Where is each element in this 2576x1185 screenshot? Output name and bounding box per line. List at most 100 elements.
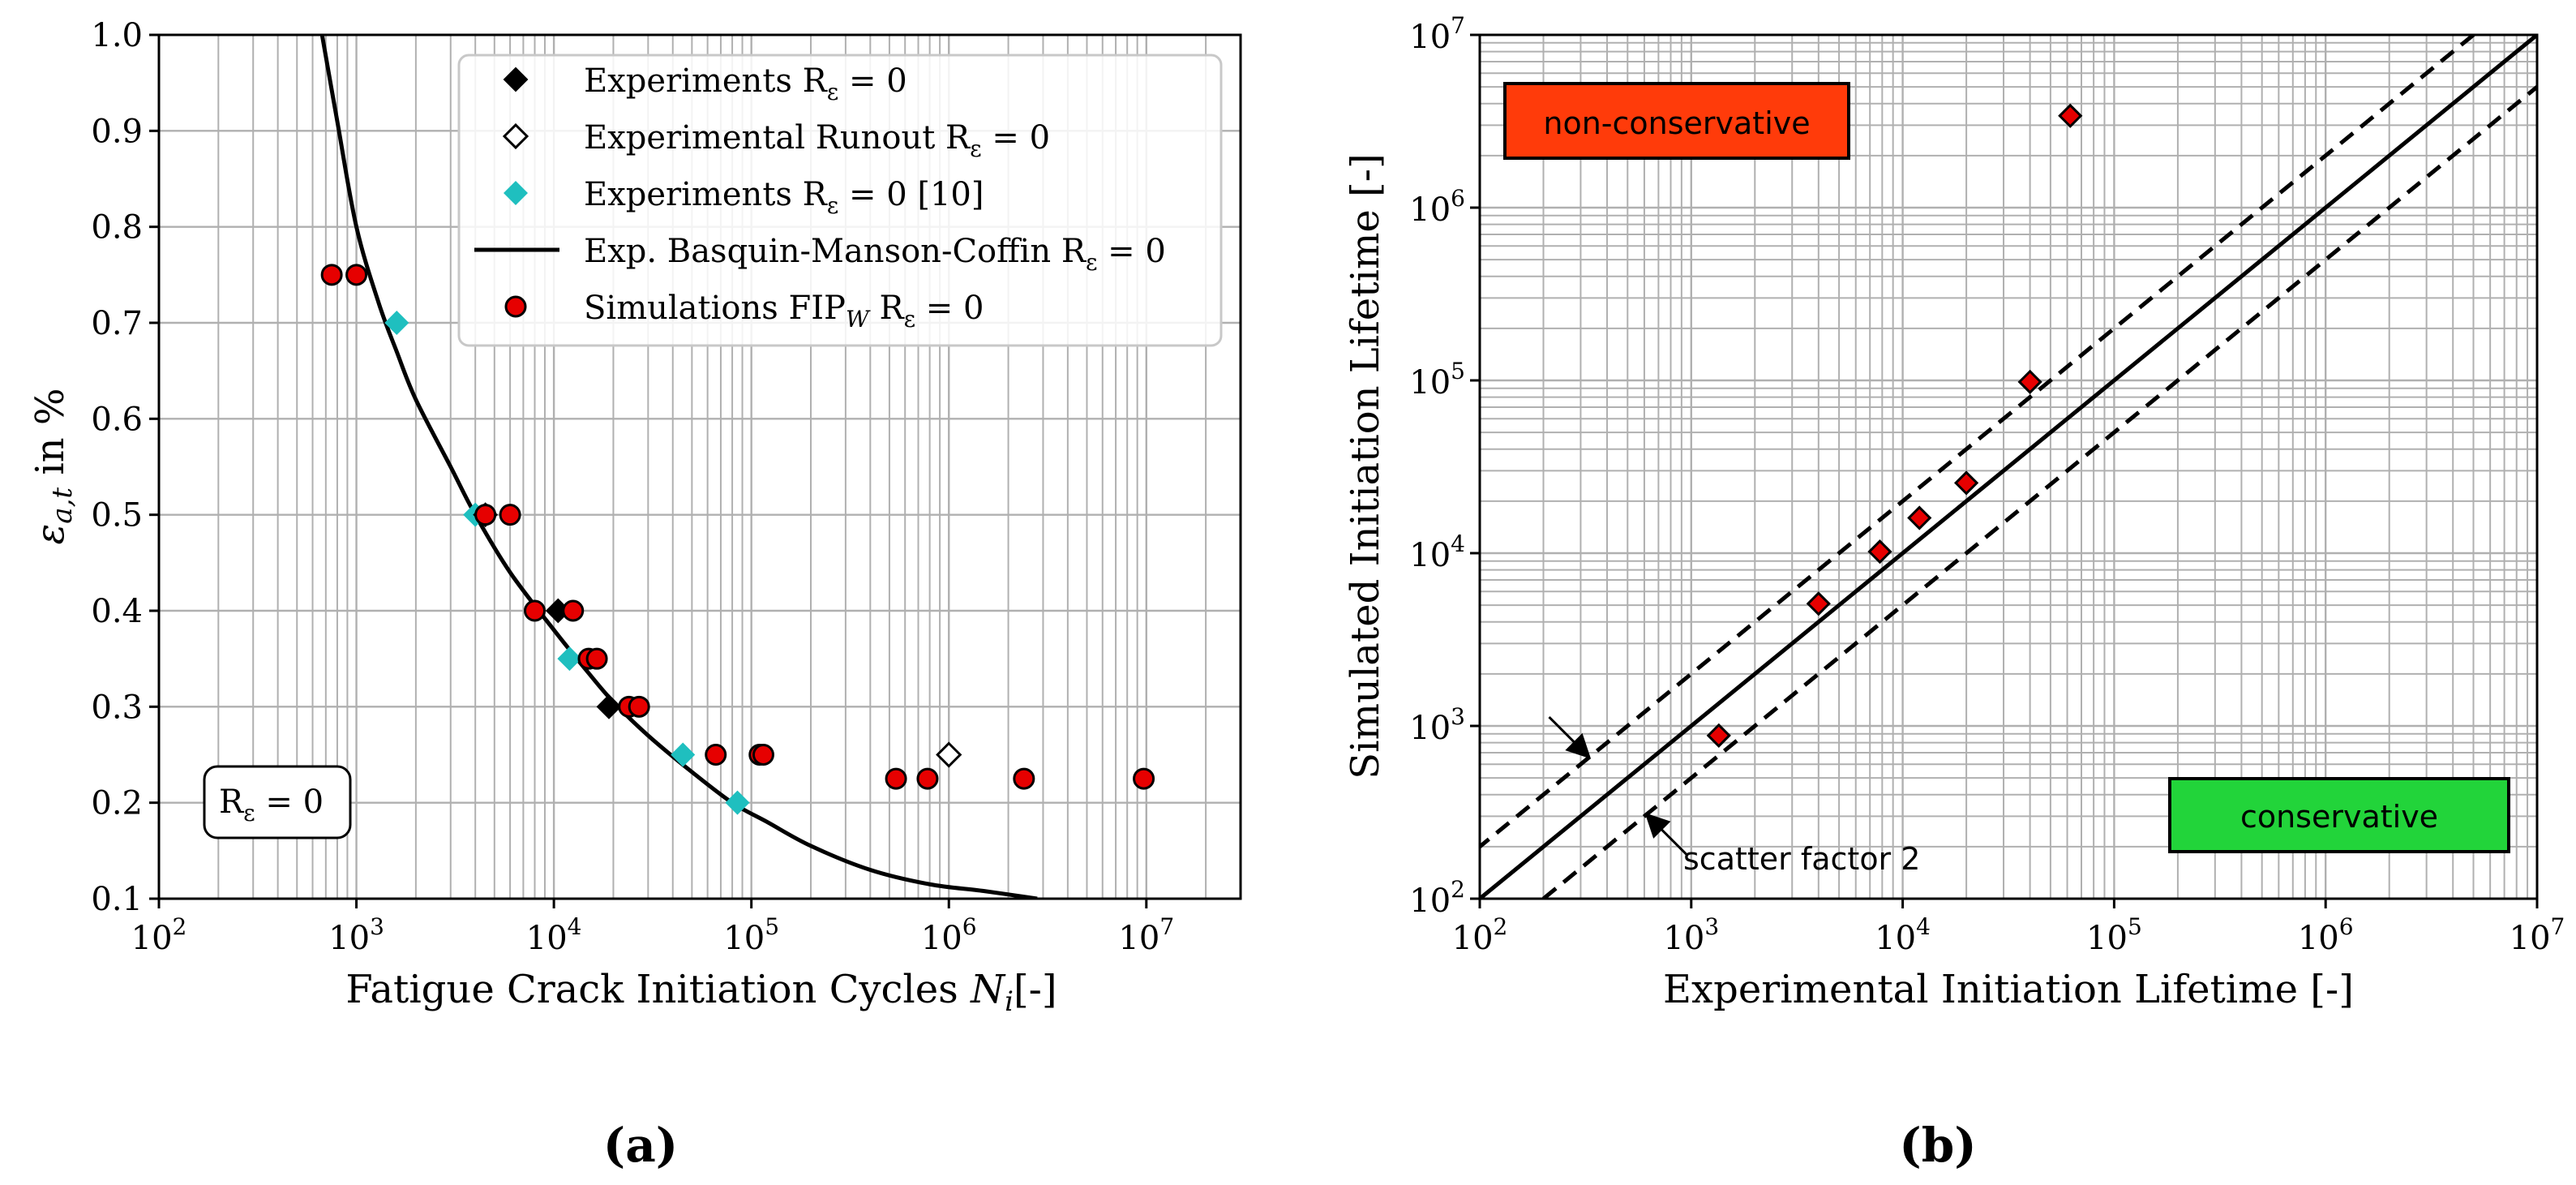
r-annotation: Rε = 0	[203, 765, 352, 839]
panel-b-reference-lines	[1480, 35, 2537, 899]
x-tick-label: 107	[2510, 913, 2565, 957]
y-tick-label: 107	[1409, 12, 1465, 56]
panel-a-ylabel: εa,t in %	[28, 389, 79, 545]
legend-label-bmc-fit: Exp. Basquin-Manson-Coffin Rε = 0	[584, 233, 1166, 276]
x-tick-label: 105	[723, 913, 779, 957]
panel-label-b: (b)	[1899, 1118, 1976, 1173]
data-point-simulation	[2058, 103, 2083, 128]
data-point-simulation	[2017, 369, 2042, 394]
scatter-factor-text: scatter factor 2	[1683, 841, 1920, 877]
y-tick-label: 0.7	[91, 305, 143, 342]
x-tick-label: 107	[1118, 913, 1174, 957]
data-point-diamond-cyan	[725, 790, 750, 815]
y-tick-label: 0.5	[91, 497, 143, 535]
data-point-simulation	[1953, 470, 1979, 496]
legend-label-experiments-lit: Experiments Rε = 0 [10]	[584, 176, 984, 219]
y-tick-label: 0.9	[91, 113, 143, 150]
panel-b-grid	[1478, 35, 2537, 900]
y-tick-label: 1.0	[91, 17, 143, 54]
panel-b-data-marks	[1706, 103, 2083, 748]
lower-scatter-line	[1541, 85, 2537, 899]
data-point-diamond-cyan	[671, 742, 696, 767]
panel-b-chart: non-conservative conservative scatter fa…	[1343, 12, 2565, 1012]
panel-a-chart: 102 103 104 105 106 107 0.1 0.2 0.3 0.4 0.5 0.6 0.7 0…	[28, 17, 1242, 1018]
scatter-factor-annotation	[1548, 715, 1688, 856]
x-tick-label: 106	[2298, 913, 2354, 957]
data-point-circle-red	[885, 767, 907, 790]
panel-label-a: (a)	[603, 1118, 678, 1173]
y-tick-label: 0.3	[91, 689, 143, 726]
y-tick-label: 103	[1409, 703, 1465, 747]
data-point-circle-red	[524, 599, 546, 622]
x-tick-label: 104	[1875, 913, 1931, 957]
y-tick-label: 0.2	[91, 785, 143, 822]
legend-items	[474, 67, 559, 318]
legend-label-experiments: Experiments Rε = 0	[584, 62, 907, 105]
legend-marker-circle-red	[504, 295, 527, 318]
x-tick-label: 104	[526, 913, 582, 957]
x-tick-label: 102	[131, 913, 187, 957]
nonconservative-box	[1503, 82, 1850, 160]
identity-line	[1480, 35, 2537, 899]
data-point-circle-red	[705, 744, 727, 766]
nonconservative-label: non-conservative	[1503, 82, 1850, 160]
upper-scatter-line	[1480, 35, 2477, 850]
y-tick-label: 0.6	[91, 401, 143, 438]
conservative-text: conservative	[2240, 799, 2438, 835]
data-point-diamond-open	[936, 741, 962, 768]
nonconservative-text: non-conservative	[1543, 105, 1810, 141]
x-tick-label: 106	[921, 913, 977, 957]
r-annotation-box	[203, 765, 352, 839]
x-tick-label: 103	[328, 913, 384, 957]
y-tick-label: 0.8	[91, 209, 143, 247]
y-tick-label: 102	[1409, 876, 1465, 920]
panel-b-axes-frame	[1478, 33, 2539, 900]
legend-box	[457, 54, 1223, 347]
data-point-circle-red	[628, 695, 650, 718]
scatter-arrow-upper	[1548, 715, 1592, 759]
data-point-simulation	[1806, 591, 1831, 616]
panel-b-ylabel: Simulated Initiation Lifetime [-]	[1343, 153, 1388, 779]
data-point-diamond-filled	[596, 693, 622, 719]
data-point-circle-red	[474, 504, 497, 526]
panel-a-xlabel: Fatigue Crack Initiation Cycles Ni[-]	[345, 967, 1057, 1018]
r-annotation-text: Rε = 0	[219, 784, 324, 826]
legend-marker-diamond-cyan	[504, 181, 528, 205]
data-point-circle-red	[345, 264, 368, 286]
panel-a-legend: Experiments Rε = 0 Experimental Runout R…	[457, 54, 1223, 347]
y-tick-label: 105	[1409, 358, 1465, 401]
panel-a-data-marks	[320, 264, 1155, 815]
data-point-circle-red	[585, 647, 608, 670]
y-tick-label: 106	[1409, 185, 1465, 229]
y-tick-label: 104	[1409, 530, 1465, 574]
data-point-circle-red	[320, 264, 343, 286]
conservative-box	[2168, 777, 2510, 853]
data-point-diamond-cyan	[557, 646, 582, 672]
x-tick-label: 105	[2086, 913, 2142, 957]
data-point-circle-red	[752, 744, 774, 766]
panel-b-xlabel: Experimental Initiation Lifetime [-]	[1663, 967, 2354, 1012]
data-point-circle-red	[916, 767, 939, 790]
x-tick-label: 103	[1663, 913, 1719, 957]
x-tick-label: 102	[1452, 913, 1508, 957]
panel-a-ticks: 102 103 104 105 106 107 0.1 0.2 0.3 0.4 0.5 0.6 0.7 0…	[91, 17, 1174, 957]
data-point-diamond-cyan	[384, 311, 409, 335]
panel-b-ticks: 102 103 104 105 106 107 102 103 104 105 106 107	[1409, 12, 2565, 957]
data-point-circle-red	[1133, 767, 1155, 790]
data-point-simulation	[1907, 505, 1932, 530]
legend-label-runout: Experimental Runout Rε = 0	[584, 119, 1050, 162]
data-point-simulation	[1867, 539, 1892, 565]
legend-marker-diamond-open	[502, 122, 529, 150]
scatter-arrow-lower	[1644, 813, 1688, 856]
data-point-simulation	[1706, 723, 1731, 748]
data-point-circle-red	[562, 599, 585, 622]
data-point-circle-red	[499, 504, 521, 526]
conservative-label: conservative	[2168, 777, 2510, 853]
legend-label-simulations: Simulations FIPW Rε = 0	[584, 290, 984, 333]
legend-marker-diamond-filled	[503, 67, 529, 92]
data-point-circle-red	[1013, 767, 1035, 790]
panel-a-axes-frame	[157, 33, 1242, 900]
y-tick-label: 0.4	[91, 593, 143, 630]
y-tick-label: 0.1	[91, 881, 143, 918]
